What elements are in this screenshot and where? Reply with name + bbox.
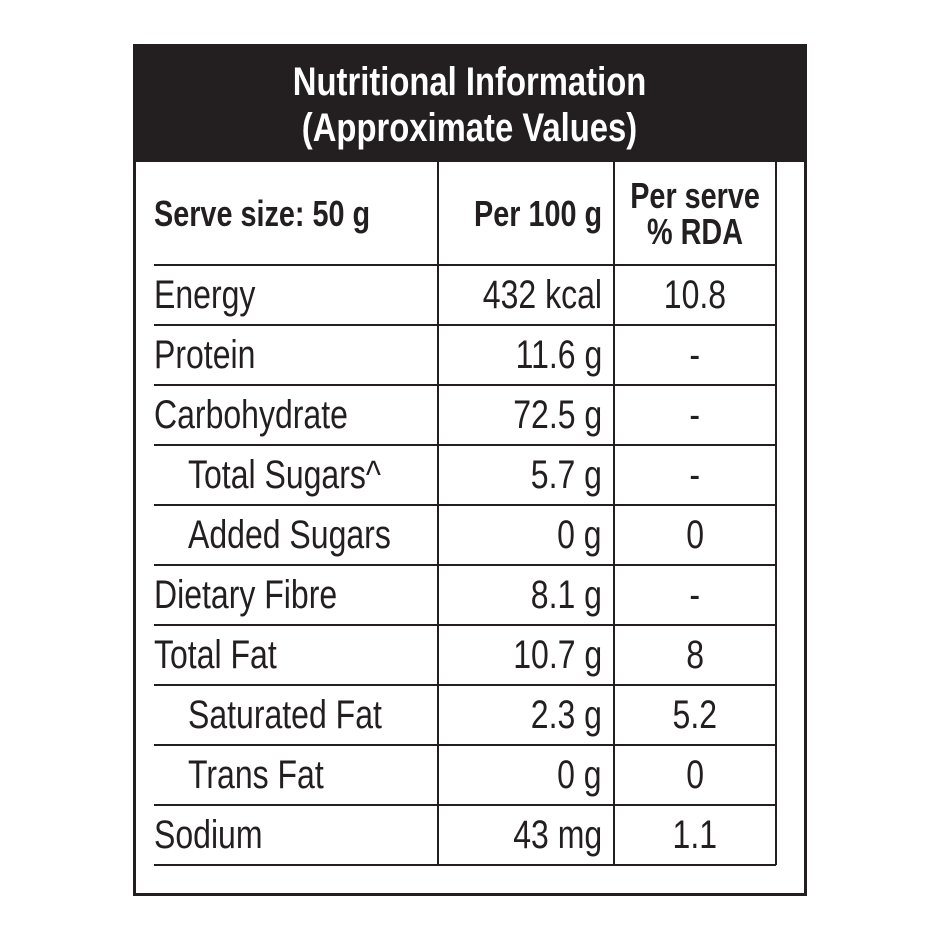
title-line-2: (Approximate Values) bbox=[302, 105, 638, 150]
title-line-1: Nutritional Information bbox=[293, 59, 647, 104]
row-divider bbox=[154, 444, 776, 446]
per-100g-value: 0 g bbox=[557, 512, 602, 557]
nutrient-label: Dietary Fibre bbox=[154, 572, 338, 617]
rda-value: - bbox=[689, 392, 701, 437]
column-divider bbox=[437, 162, 439, 865]
nutrient-label: Saturated Fat bbox=[188, 692, 382, 737]
per-100g-value: 10.7 g bbox=[513, 632, 602, 677]
nutrient-label: Sodium bbox=[154, 812, 263, 857]
table-row: Added Sugars 0 g 0 bbox=[136, 505, 776, 565]
rda-value: 0 bbox=[686, 752, 704, 797]
title-bar: Nutritional Information (Approximate Val… bbox=[136, 47, 804, 162]
table-row: Saturated Fat 2.3 g 5.2 bbox=[136, 685, 776, 745]
per-100g-header: Per 100 g bbox=[473, 192, 602, 234]
nutrient-label: Trans Fat bbox=[188, 752, 324, 797]
table-row: Carbohydrate 72.5 g - bbox=[136, 385, 776, 445]
rda-value: - bbox=[689, 452, 701, 497]
per-100g-value: 2.3 g bbox=[530, 692, 602, 737]
nutrient-label: Energy bbox=[154, 272, 256, 317]
table-row: Protein 11.6 g - bbox=[136, 325, 776, 385]
table-row: Total Fat 10.7 g 8 bbox=[136, 625, 776, 685]
rda-value: 0 bbox=[686, 512, 704, 557]
per-100g-value: 43 mg bbox=[513, 812, 602, 857]
row-divider bbox=[154, 864, 776, 866]
per-100g-value: 5.7 g bbox=[530, 452, 602, 497]
column-divider bbox=[775, 162, 777, 865]
nutrient-label: Added Sugars bbox=[188, 512, 391, 557]
row-divider bbox=[154, 504, 776, 506]
nutrient-label: Total Sugars^ bbox=[188, 452, 381, 497]
rda-value: 1.1 bbox=[672, 812, 718, 857]
rda-value: 8 bbox=[686, 632, 704, 677]
per-100g-value: 11.6 g bbox=[515, 332, 602, 377]
per-100g-value: 72.5 g bbox=[513, 392, 602, 437]
row-divider bbox=[154, 324, 776, 326]
table-row: Trans Fat 0 g 0 bbox=[136, 745, 776, 805]
row-divider bbox=[154, 744, 776, 746]
row-divider bbox=[154, 564, 776, 566]
rda-value: - bbox=[689, 572, 701, 617]
table-row: Total Sugars^ 5.7 g - bbox=[136, 445, 776, 505]
table-row: Energy 432 kcal 10.8 bbox=[136, 265, 776, 325]
rda-value: 10.8 bbox=[663, 272, 727, 317]
nutrient-label: Total Fat bbox=[154, 632, 277, 677]
per-100g-value: 8.1 g bbox=[530, 572, 602, 617]
per-serve-rda-header: Per serve % RDA bbox=[630, 174, 760, 252]
row-divider bbox=[154, 264, 776, 266]
header-row: Serve size: 50 g Per 100 g Per serve % R… bbox=[136, 162, 776, 265]
nutrition-panel: Nutritional Information (Approximate Val… bbox=[133, 44, 807, 896]
column-divider bbox=[613, 162, 615, 865]
per-100g-value: 0 g bbox=[557, 752, 602, 797]
rda-value: 5.2 bbox=[672, 692, 718, 737]
row-divider bbox=[154, 624, 776, 626]
table-row: Sodium 43 mg 1.1 bbox=[136, 805, 776, 865]
row-divider bbox=[154, 384, 776, 386]
rda-value: - bbox=[689, 332, 701, 377]
serve-size-header: Serve size: 50 g bbox=[154, 192, 371, 234]
row-divider bbox=[154, 684, 776, 686]
table-row: Dietary Fibre 8.1 g - bbox=[136, 565, 776, 625]
per-100g-value: 432 kcal bbox=[482, 272, 602, 317]
row-divider bbox=[154, 804, 776, 806]
nutrient-label: Protein bbox=[154, 332, 256, 377]
nutrient-label: Carbohydrate bbox=[154, 392, 348, 437]
